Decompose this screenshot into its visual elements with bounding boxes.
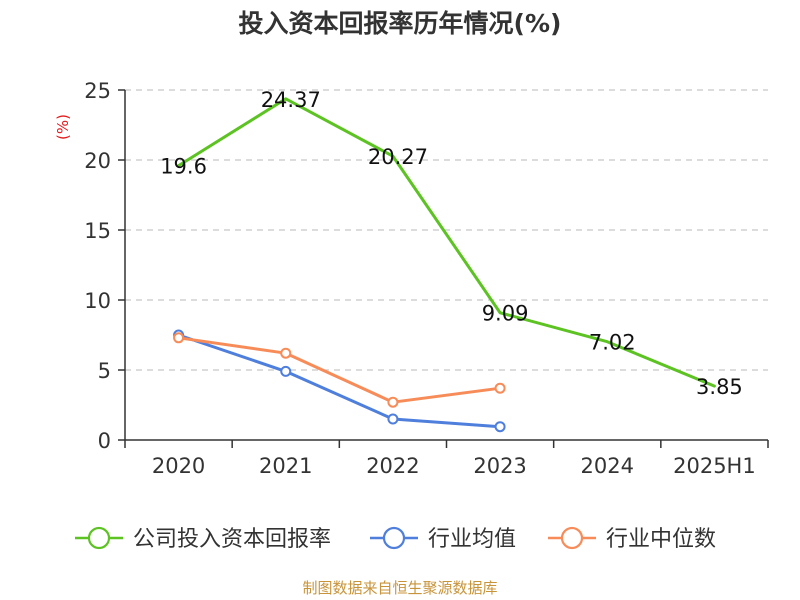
series-line: [177, 333, 502, 429]
legend-label: 行业中位数: [606, 527, 716, 552]
legend-item[interactable]: 公司投入资本回报率: [75, 526, 331, 552]
data-point: [494, 382, 506, 394]
y-tick-label: 10: [84, 289, 111, 313]
series-line: [177, 97, 716, 388]
data-point: [280, 347, 292, 359]
data-label: 3.85: [696, 375, 743, 399]
grid-lines: [125, 89, 768, 371]
y-tick-label: 0: [98, 429, 111, 453]
y-axis-label: (%): [54, 114, 72, 140]
legend-marker: [382, 526, 406, 550]
legend-label: 公司投入资本回报率: [133, 527, 331, 552]
x-tick-label: 2023: [473, 454, 526, 478]
x-tick-label: 2025H1: [673, 454, 756, 478]
data-point: [280, 365, 292, 377]
source-note: 制图数据来自恒生聚源数据库: [302, 579, 497, 597]
data-label: 19.6: [160, 155, 207, 179]
data-point: [173, 332, 185, 344]
legend-label: 行业均值: [428, 527, 516, 552]
data-labels: 19.6 24.37 20.27 9.09 7.02 3.85: [160, 88, 743, 399]
axes: [118, 89, 769, 448]
y-tick-label: 5: [98, 359, 111, 383]
data-label: 9.09: [482, 302, 529, 326]
x-tick-label: 2024: [581, 454, 634, 478]
legend-item[interactable]: 行业中位数: [548, 526, 716, 552]
y-tick-label: 15: [84, 219, 111, 243]
legend-item[interactable]: 行业均值: [370, 526, 516, 552]
chart-title: 投入资本回报率历年情况(%): [238, 9, 562, 38]
x-tick-label: 2022: [366, 454, 419, 478]
data-label: 20.27: [368, 145, 428, 169]
data-label: 7.02: [589, 331, 636, 355]
legend[interactable]: 公司投入资本回报率 行业均值 行业中位数: [75, 526, 716, 552]
legend-marker: [87, 526, 111, 550]
data-point: [494, 421, 506, 433]
series-group: [173, 97, 716, 433]
series-line: [177, 336, 502, 404]
data-point: [387, 413, 399, 425]
x-tick-label: 2021: [259, 454, 312, 478]
y-tick-labels: 0 5 10 15 20 25: [84, 79, 111, 453]
data-point: [387, 396, 399, 408]
y-tick-label: 25: [84, 79, 111, 103]
y-tick-label: 20: [84, 149, 111, 173]
x-tick-labels: 2020 2021 2022 2023 2024 2025H1: [152, 454, 756, 478]
x-tick-label: 2020: [152, 454, 205, 478]
data-label: 24.37: [261, 88, 321, 112]
legend-marker: [560, 526, 584, 550]
